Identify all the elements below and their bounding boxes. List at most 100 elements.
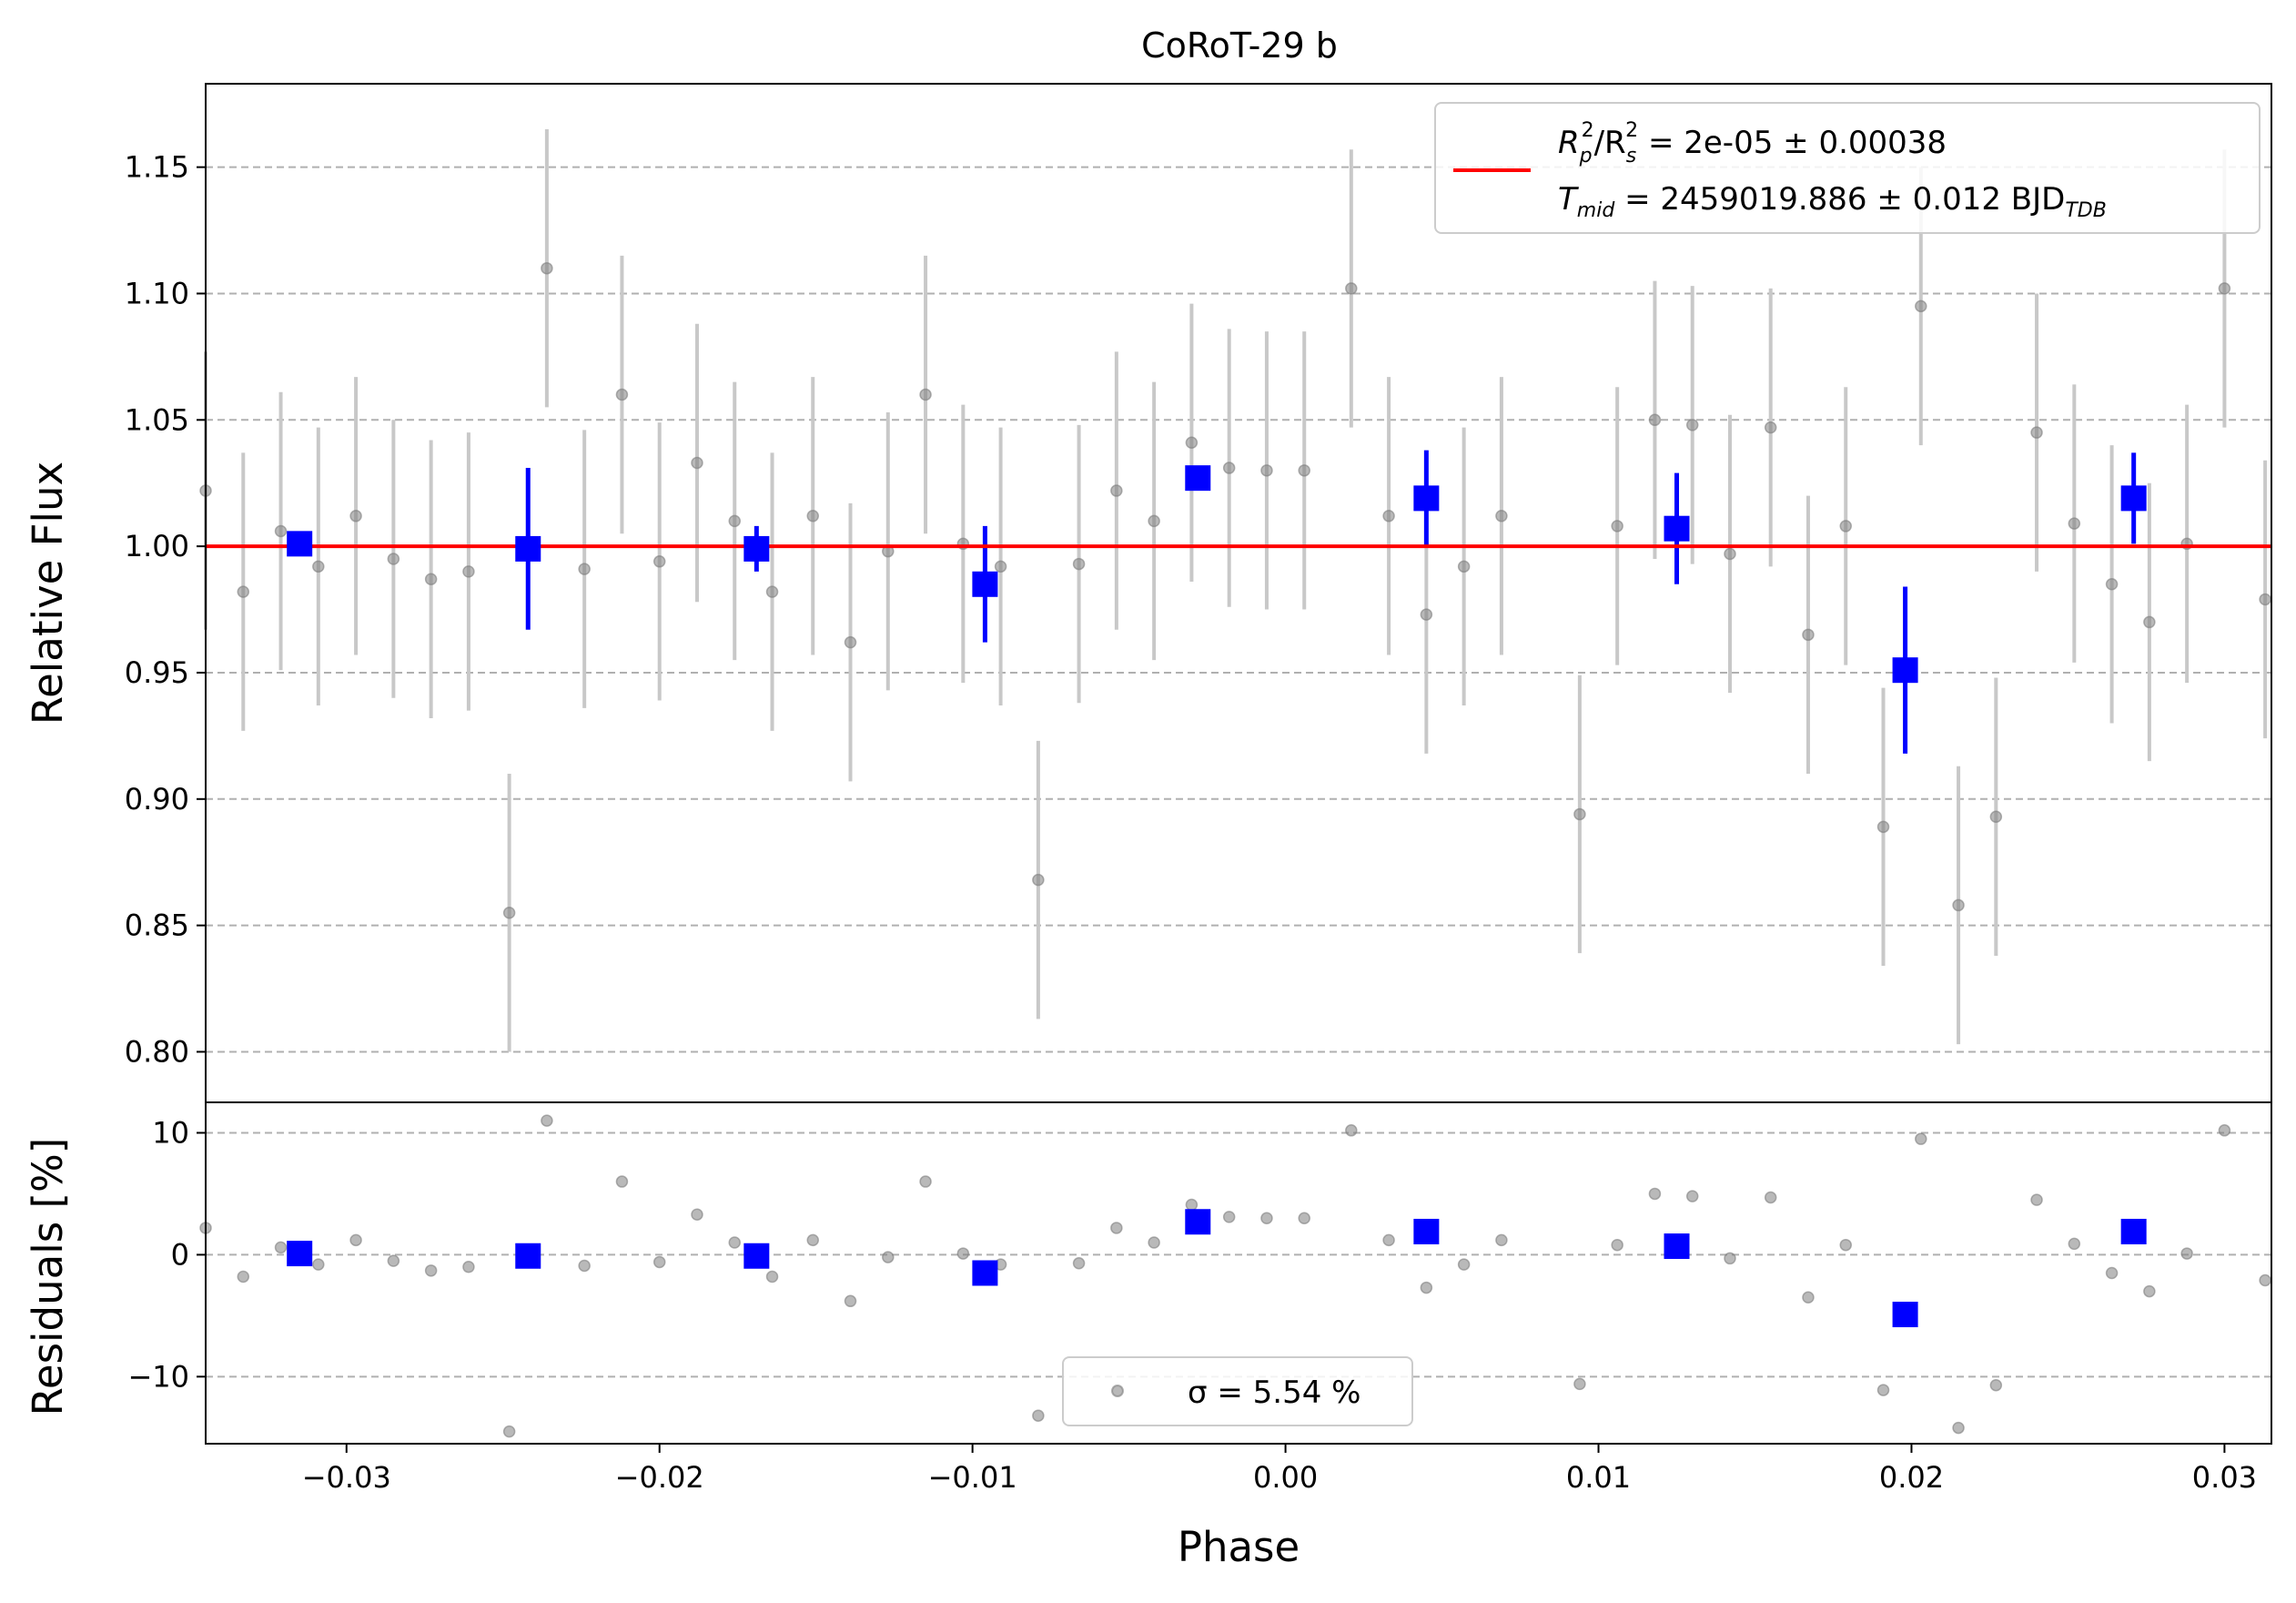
residuals-raw-point — [615, 1175, 629, 1188]
residuals-raw-point — [312, 1258, 325, 1271]
flux-raw-point — [1260, 464, 1273, 477]
flux-raw-point — [2218, 282, 2231, 295]
flux-binned-point — [743, 535, 770, 562]
flux-raw-point — [1648, 413, 1662, 427]
residuals-raw-point — [578, 1259, 591, 1273]
residuals-raw-point — [652, 1255, 666, 1269]
residuals-raw-point — [1915, 1132, 1927, 1145]
residuals-y-tick-label: −10 — [127, 1359, 189, 1394]
residuals-raw-point — [1382, 1233, 1395, 1247]
residuals-raw-point — [1724, 1252, 1736, 1265]
flux-raw-point — [728, 514, 742, 528]
residuals-raw-point — [1876, 1384, 1890, 1396]
flux-raw-point — [237, 585, 250, 598]
residuals-raw-point — [806, 1233, 819, 1247]
flux-raw-point — [1724, 547, 1736, 561]
residuals-raw-point — [1072, 1257, 1086, 1270]
flux-binned-point — [972, 571, 998, 597]
flux-y-tick-label: 0.90 — [125, 782, 189, 817]
flux-raw-point — [691, 456, 703, 470]
residuals-binned-point — [287, 1241, 313, 1267]
flux-raw-point — [806, 510, 819, 522]
residuals-raw-point — [2218, 1124, 2231, 1137]
flux-raw-point — [1345, 282, 1358, 295]
flux-y-tick-label: 1.15 — [125, 150, 189, 185]
flux-raw-point — [1915, 299, 1927, 313]
residuals-raw-point — [2259, 1273, 2271, 1287]
flux-raw-point — [1989, 810, 2003, 823]
flux-y-tick-label: 0.95 — [125, 655, 189, 690]
residuals-raw-point — [2180, 1247, 2193, 1260]
flux-binned-point — [287, 531, 313, 557]
residuals-binned-point — [743, 1243, 770, 1269]
flux-raw-point — [1148, 514, 1160, 528]
residuals-raw-point — [1222, 1211, 1236, 1223]
flux-raw-point — [541, 261, 553, 275]
residuals-raw-point — [1611, 1238, 1623, 1252]
flux-raw-point — [1611, 520, 1623, 533]
residuals-raw-point — [502, 1425, 516, 1438]
residuals-raw-point — [1457, 1258, 1471, 1271]
flux-raw-point — [1382, 510, 1395, 522]
residuals-binned-point — [1664, 1233, 1690, 1260]
flux-raw-point — [652, 555, 666, 568]
flux-raw-point — [615, 388, 629, 401]
sigma-legend: σ = 5.54 % — [1062, 1356, 1413, 1426]
residuals-raw-point — [387, 1254, 400, 1267]
residuals-raw-point — [844, 1294, 857, 1308]
flux-binned-point — [515, 535, 541, 562]
residuals-raw-point — [1802, 1291, 1815, 1304]
residuals-raw-point — [1110, 1222, 1123, 1234]
residuals-y-tick-label: 10 — [152, 1115, 189, 1150]
residuals-raw-point — [765, 1270, 779, 1283]
chart-title: CoRoT-29 b — [1141, 25, 1338, 66]
x-tick-label: 0.03 — [2192, 1460, 2257, 1495]
residuals-raw-point — [2105, 1266, 2119, 1280]
flux-raw-point — [1185, 436, 1199, 450]
fit-legend: Rp2/Rs2 = 2e-05 ± 0.00038 Tmid = 2459019… — [1434, 102, 2261, 234]
flux-raw-point — [919, 388, 932, 401]
residuals-raw-point — [1185, 1198, 1199, 1212]
x-axis-label: Phase — [1178, 1523, 1300, 1571]
flux-y-tick-label: 0.85 — [125, 908, 189, 943]
residuals-binned-point — [1413, 1218, 1440, 1244]
residuals-raw-point — [2030, 1193, 2043, 1206]
x-tick-label: −0.03 — [302, 1460, 391, 1495]
flux-binned-point — [2120, 485, 2147, 512]
residuals-raw-point — [2143, 1284, 2156, 1298]
sigma-legend-label: σ = 5.54 % — [1188, 1375, 1360, 1411]
flux-raw-point — [1495, 510, 1508, 522]
residuals-raw-point — [274, 1241, 288, 1254]
x-tick-label: 0.01 — [1566, 1460, 1631, 1495]
fit-legend-box — [1434, 102, 2261, 234]
residuals-y-ticks: −10 0 10 — [127, 1115, 206, 1394]
residuals-raw-point — [2068, 1237, 2081, 1251]
residuals-raw-point — [237, 1270, 250, 1283]
residuals-raw-point — [1495, 1233, 1508, 1247]
flux-raw-point — [1457, 560, 1471, 573]
residuals-binned-point — [515, 1243, 541, 1269]
flux-binned-point — [1413, 485, 1440, 512]
flux-raw-point — [1952, 898, 1965, 912]
residuals-raw-point — [1032, 1409, 1045, 1422]
residuals-raw-point — [1148, 1236, 1160, 1249]
flux-panel: 0.80 0.85 0.90 0.95 1.00 1.05 1.10 1.15 Relativ… — [24, 83, 2272, 1103]
residuals-raw-point — [919, 1175, 932, 1188]
residuals-raw-points — [199, 1114, 2271, 1438]
residuals-raw-point — [424, 1264, 438, 1277]
x-tick-label: 0.00 — [1253, 1460, 1318, 1495]
x-tick-label: −0.01 — [928, 1460, 1017, 1495]
flux-raw-point — [994, 560, 1007, 573]
residuals-raw-point — [1298, 1212, 1310, 1224]
flux-y-axis-label: Relative Flux — [24, 462, 72, 725]
flux-raw-point — [424, 573, 438, 585]
sigma-legend-box — [1062, 1356, 1413, 1426]
residuals-raw-point — [1648, 1187, 1662, 1201]
flux-raw-point — [2068, 517, 2081, 530]
residuals-raw-point — [691, 1208, 703, 1221]
flux-raw-point — [387, 553, 400, 565]
flux-y-tick-label: 0.80 — [125, 1034, 189, 1069]
flux-binned-errorbars — [297, 450, 2137, 754]
flux-raw-point — [349, 510, 362, 522]
